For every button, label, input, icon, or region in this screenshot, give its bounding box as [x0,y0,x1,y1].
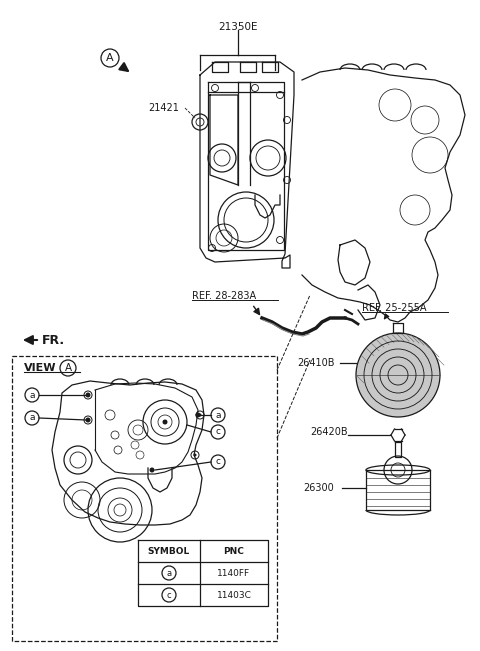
Text: 1140FF: 1140FF [217,568,251,577]
Circle shape [356,333,440,417]
Text: c: c [216,428,220,437]
Text: VIEW: VIEW [24,363,57,373]
Text: 11403C: 11403C [216,590,252,600]
Text: REF. 25-255A: REF. 25-255A [362,303,427,313]
Text: a: a [167,568,171,577]
Text: a: a [29,413,35,422]
Text: A: A [106,53,114,63]
Circle shape [85,417,91,422]
Circle shape [149,467,155,473]
Text: FR.: FR. [42,333,65,346]
Text: 21350E: 21350E [218,22,258,32]
Text: REF. 28-283A: REF. 28-283A [192,291,256,301]
Text: 26300: 26300 [303,483,334,493]
Text: a: a [29,391,35,400]
Circle shape [163,419,168,424]
Circle shape [195,413,201,417]
Circle shape [86,419,89,421]
Text: a: a [215,411,221,419]
Text: 26410B: 26410B [297,358,335,368]
Circle shape [163,420,167,424]
Text: A: A [64,363,72,373]
Circle shape [86,393,89,396]
Text: c: c [216,458,220,467]
Circle shape [199,413,202,417]
Circle shape [193,454,196,456]
Text: SYMBOL: SYMBOL [148,546,190,555]
Text: 26420B: 26420B [310,427,348,437]
Text: 21421: 21421 [148,103,179,113]
Circle shape [85,393,91,398]
Text: c: c [167,590,171,600]
Bar [12,356,277,641]
Text: PNC: PNC [224,546,244,555]
